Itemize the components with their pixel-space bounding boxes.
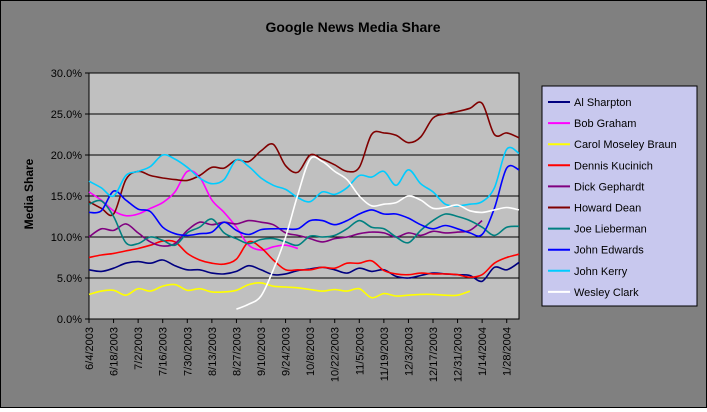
- legend-label: John Edwards: [574, 245, 644, 257]
- y-tick-label: 0.0%: [57, 314, 82, 326]
- x-tick-label: 12/17/2003: [428, 327, 440, 382]
- legend-label: Wesley Clark: [574, 287, 639, 299]
- x-tick-label: 6/4/2003: [84, 327, 96, 370]
- series-line-wesley-clark: [236, 156, 520, 310]
- x-tick-label: 9/24/2003: [281, 327, 293, 376]
- y-tick-label: 15.0%: [51, 191, 82, 203]
- y-tick-label: 30.0%: [51, 68, 82, 80]
- legend-label: Dennis Kucinich: [574, 160, 653, 172]
- x-tick-label: 11/5/2003: [354, 327, 366, 375]
- x-tick-label: 7/2/2003: [133, 327, 145, 370]
- chart-title: Google News Media Share: [265, 19, 440, 35]
- x-tick-label: 7/16/2003: [158, 327, 170, 376]
- y-tick-label: 20.0%: [51, 150, 82, 162]
- plot-area: [88, 72, 520, 320]
- series-line-dennis-kucinich: [88, 239, 520, 278]
- legend-label: Joe Lieberman: [574, 224, 647, 236]
- legend-label: Carol Moseley Braun: [574, 139, 677, 151]
- x-tick-label: 9/10/2003: [256, 327, 268, 376]
- x-tick-label: 11/19/2003: [379, 327, 391, 381]
- legend-label: Dick Gephardt: [574, 181, 644, 193]
- x-tick-label: 8/27/2003: [231, 327, 243, 376]
- x-tick-label: 1/28/2004: [502, 327, 514, 376]
- y-axis: 0.0% 5.0% 10.0% 15.0% 20.0% 25.0% 30.0%: [51, 68, 89, 326]
- legend-label: Howard Dean: [574, 203, 641, 215]
- x-tick-label: 1/14/2004: [477, 327, 489, 376]
- y-tick-label: 25.0%: [51, 109, 82, 121]
- x-tick-label: 12/3/2003: [403, 327, 415, 376]
- series-line-bob-graham: [88, 169, 299, 251]
- y-tick-label: 10.0%: [51, 232, 82, 244]
- series-line-howard-dean: [88, 101, 520, 217]
- x-tick-label: 6/18/2003: [109, 327, 121, 376]
- legend-label: Al Sharpton: [574, 97, 631, 109]
- y-axis-title: Media Share: [22, 158, 36, 229]
- legend: Al Sharpton Bob Graham Carol Moseley Braun…: [541, 85, 698, 307]
- series-line-carol-moseley-braun: [88, 282, 471, 299]
- x-tick-label: 10/22/2003: [330, 327, 342, 382]
- legend-label: John Kerry: [574, 266, 628, 278]
- series-line-john-edwards: [88, 164, 520, 237]
- x-tick-label: 10/8/2003: [305, 327, 317, 376]
- series-lines: [88, 101, 520, 310]
- x-tick-label: 12/31/2003: [453, 327, 465, 382]
- x-axis: 6/4/2003 6/18/2003 7/2/2003 7/16/2003 7/30/2…: [84, 319, 514, 382]
- x-tick-label: 7/30/2003: [182, 327, 194, 376]
- x-tick-label: 8/13/2003: [207, 327, 219, 376]
- legend-label: Bob Graham: [574, 118, 636, 130]
- series-line-john-kerry: [88, 146, 520, 207]
- series-line-joe-lieberman: [88, 199, 520, 247]
- y-tick-label: 5.0%: [57, 273, 82, 285]
